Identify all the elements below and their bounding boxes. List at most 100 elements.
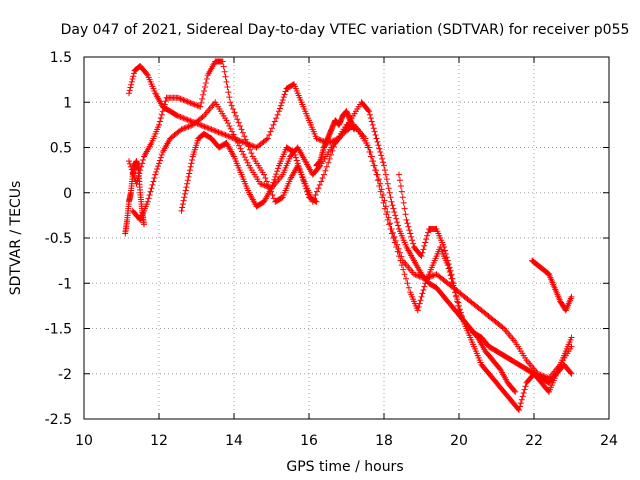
data-point: [291, 149, 297, 156]
data-point: [238, 126, 245, 133]
marks-layer: [122, 58, 575, 413]
data-point: [426, 274, 433, 281]
data-point: [232, 112, 239, 119]
data-point: [150, 178, 157, 185]
data-point: [305, 191, 312, 198]
data-point: [154, 165, 161, 172]
data-point: [212, 128, 219, 135]
data-point: [186, 99, 192, 106]
data-point: [379, 155, 386, 162]
data-point: [429, 272, 436, 279]
data-point: [396, 171, 402, 178]
data-point: [257, 180, 264, 187]
data-point: [190, 100, 197, 107]
data-point: [323, 163, 330, 170]
data-point: [224, 83, 231, 90]
data-point: [380, 192, 387, 199]
data-point: [242, 136, 249, 143]
series-track-h: [313, 108, 357, 169]
y-tick-label: 0.5: [50, 141, 72, 157]
data-point: [157, 154, 164, 161]
data-point: [246, 146, 253, 153]
data-point: [180, 96, 187, 103]
data-point: [195, 103, 202, 110]
data-point: [208, 126, 215, 133]
data-point: [231, 134, 238, 141]
y-tick-label: 0: [63, 186, 72, 202]
data-point: [160, 104, 167, 111]
data-point: [372, 132, 379, 139]
x-tick-label: 24: [600, 433, 618, 449]
data-point: [156, 157, 163, 164]
data-point: [205, 125, 212, 132]
x-tick-label: 10: [75, 433, 93, 449]
data-point: [389, 229, 396, 236]
data-point: [234, 139, 241, 146]
data-point: [407, 230, 414, 237]
data-point: [427, 273, 434, 280]
data-point: [201, 87, 207, 94]
data-point: [420, 246, 427, 253]
data-point: [230, 106, 237, 113]
data-point: [226, 94, 233, 101]
data-point: [207, 125, 214, 132]
data-point: [383, 176, 390, 183]
data-point: [268, 125, 275, 132]
y-tick-label: -1.5: [45, 322, 72, 338]
plot-frame: [83, 56, 610, 420]
data-point: [395, 222, 402, 229]
data-point: [194, 102, 201, 109]
data-point: [279, 96, 286, 103]
data-point: [394, 219, 401, 226]
data-point: [398, 188, 405, 195]
data-point: [412, 271, 419, 278]
data-point: [414, 307, 421, 314]
data-point: [328, 151, 335, 158]
data-point: [406, 227, 413, 234]
data-point: [239, 138, 246, 145]
data-point: [423, 236, 430, 243]
data-point: [409, 237, 416, 244]
data-point: [366, 111, 373, 118]
data-point: [245, 143, 252, 150]
x-tick-label: 16: [300, 433, 318, 449]
data-point: [453, 293, 460, 300]
data-point: [313, 188, 320, 195]
data-point: [272, 173, 279, 180]
data-point: [396, 249, 403, 256]
data-point: [275, 165, 282, 172]
data-point: [512, 388, 519, 395]
data-point: [186, 167, 193, 174]
data-point: [454, 298, 461, 305]
data-point: [130, 70, 137, 77]
data-point: [263, 178, 270, 185]
data-point: [295, 163, 302, 170]
data-point: [425, 229, 432, 236]
data-point: [415, 272, 422, 279]
data-point: [378, 152, 385, 159]
data-point: [223, 132, 230, 139]
data-point: [381, 167, 388, 174]
data-point: [392, 212, 399, 219]
data-point: [299, 174, 306, 181]
data-point: [243, 156, 250, 163]
data-point: [126, 90, 132, 97]
data-point: [316, 136, 323, 143]
data-point: [377, 180, 384, 187]
data-point: [183, 184, 190, 191]
data-point: [179, 204, 186, 211]
data-point: [386, 189, 393, 196]
data-point: [448, 271, 455, 278]
data-point: [516, 403, 523, 410]
data-point: [249, 142, 256, 149]
data-point: [421, 242, 428, 249]
x-tick-label: 18: [375, 433, 393, 449]
data-point: [422, 275, 429, 282]
data-point: [260, 181, 267, 188]
data-point: [178, 96, 185, 103]
data-point: [182, 187, 189, 194]
data-point: [128, 78, 135, 85]
data-point: [181, 115, 188, 122]
data-point: [185, 173, 192, 180]
